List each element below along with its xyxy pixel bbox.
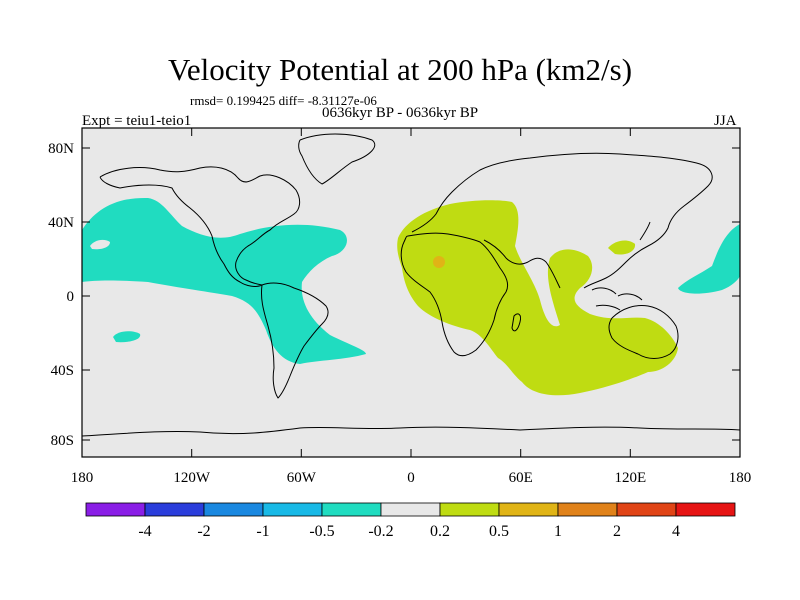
positive-region-africa-indian-ocean — [397, 200, 678, 396]
colorbar-box — [85, 502, 146, 517]
colorbar-box — [439, 502, 500, 517]
stats-text: rmsd= 0.199425 diff= -8.31127e-06 — [190, 93, 377, 108]
colorbar-label: -1 — [256, 523, 269, 540]
colorbar-label: -2 — [197, 523, 210, 540]
lon-label-180-west: 180 — [71, 470, 94, 486]
colorbar-label: -0.5 — [309, 523, 334, 540]
coastlines — [82, 133, 740, 437]
coast-arabia-india — [483, 239, 561, 289]
colorbar-box — [144, 502, 205, 517]
lon-label-120e: 120E — [614, 470, 646, 486]
lat-label-40s: 40S — [51, 363, 74, 379]
colorbar-label: 0.2 — [430, 523, 450, 540]
coast-europe-asia — [411, 152, 713, 289]
coast-south-america — [261, 282, 329, 399]
colorbar-label: -4 — [138, 523, 151, 540]
lat-label-80s: 80S — [51, 433, 74, 449]
coast-antarctica — [82, 426, 740, 437]
colorbar-label: 2 — [613, 523, 621, 540]
colorbar-box — [498, 502, 559, 517]
lon-label-60w: 60W — [287, 470, 317, 486]
positive-strong-patch — [433, 256, 445, 268]
colorbar-box — [321, 502, 382, 517]
lon-label-120w: 120W — [173, 470, 211, 486]
experiment-label: Expt = teiu1-teio1 — [82, 113, 192, 129]
colorbar: -4 -2 -1 -0.5 -0.2 0.2 0.5 1 2 4 — [85, 502, 736, 540]
colorbar-box — [616, 502, 677, 517]
coast-greenland — [298, 133, 376, 185]
lat-label-40n: 40N — [48, 215, 74, 231]
negative-region-pacific-atlantic — [82, 197, 366, 364]
chart-title: Velocity Potential at 200 hPa (km2/s) — [167, 52, 633, 87]
colorbar-label: 0.5 — [489, 523, 509, 540]
lon-label-0: 0 — [407, 470, 415, 486]
coast-australia — [608, 305, 679, 359]
colorbar-box — [380, 502, 441, 517]
colorbar-box — [557, 502, 618, 517]
positive-region-east-asia — [608, 240, 636, 255]
latitude-axis: 80N 40N 0 40S 80S — [48, 141, 740, 449]
coast-madagascar — [511, 313, 521, 332]
colorbar-box — [203, 502, 264, 517]
coast-africa — [400, 232, 509, 357]
coast-japan — [639, 221, 651, 241]
coast-north-america — [99, 166, 301, 287]
lat-label-80n: 80N — [48, 141, 74, 157]
negative-region-west-pacific — [678, 224, 740, 294]
lon-label-180-east: 180 — [729, 470, 752, 486]
period-text: 0636kyr BP - 0636kyr BP — [322, 105, 479, 121]
colorbar-label: -0.2 — [368, 523, 393, 540]
positive-anomaly-regions — [397, 200, 678, 396]
colorbar-label: 4 — [672, 523, 680, 540]
lon-label-60e: 60E — [509, 470, 533, 486]
season-label: JJA — [714, 113, 737, 129]
colorbar-label: 1 — [554, 523, 562, 540]
colorbar-box — [675, 502, 736, 517]
lat-label-0: 0 — [67, 289, 75, 305]
coast-maritime-continent — [591, 287, 643, 311]
longitude-axis: 180 120W 60W 0 60E 120E 180 — [71, 128, 752, 486]
neutral-patch — [90, 239, 110, 250]
negative-region-south-pacific — [113, 331, 141, 343]
negative-anomaly-regions — [82, 197, 740, 364]
colorbar-box — [262, 502, 323, 517]
